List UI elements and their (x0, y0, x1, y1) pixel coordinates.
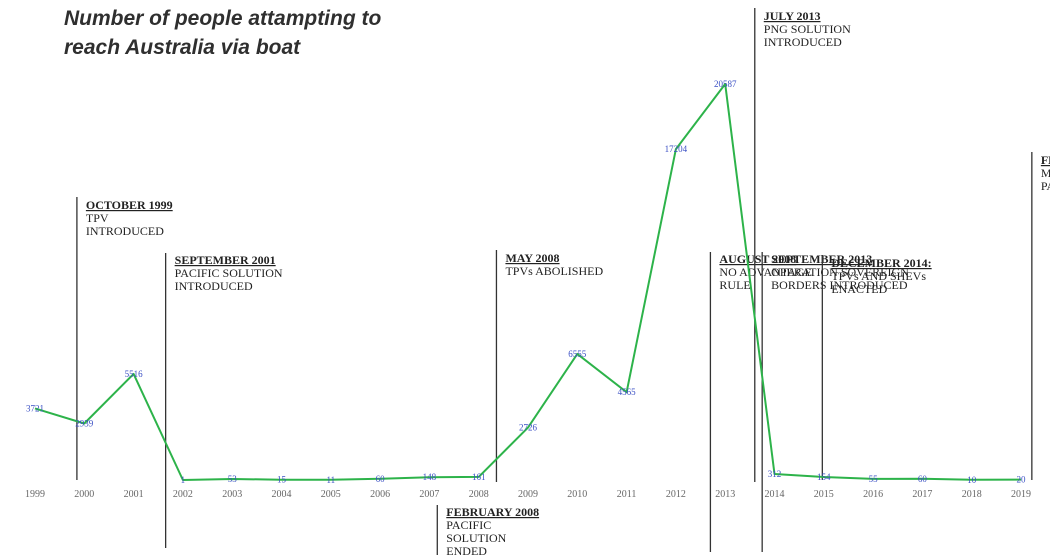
event-title: JULY 2013 (764, 9, 821, 23)
data-label: 20 (1017, 475, 1027, 485)
x-tick-label: 2011 (617, 489, 637, 500)
x-tick-label: 2000 (74, 489, 94, 500)
data-label: 53 (228, 474, 238, 484)
event-text: NO ADVANTAGE (719, 265, 811, 279)
event-text: TPVs AND SHEVs (831, 269, 926, 283)
data-label: 161 (472, 472, 486, 482)
x-tick-label: 2017 (912, 489, 932, 500)
event-title: FEBRUARY 2019 (1041, 153, 1050, 167)
event-text: BORDERS INTRODUCED (771, 278, 908, 292)
data-label: 3721 (26, 403, 44, 413)
x-axis-ticks: 1999 2000 2001 2002 2003 2004 2005 2006 2007 2008… (25, 489, 1031, 500)
event-title: OCTOBER 1999 (86, 198, 173, 212)
x-tick-label: 2003 (222, 489, 242, 500)
x-tick-label: 2008 (469, 489, 489, 500)
data-label: 20587 (714, 79, 737, 89)
x-tick-label: 1999 (25, 489, 45, 500)
x-tick-label: 2014 (765, 489, 785, 500)
x-tick-label: 2012 (666, 489, 686, 500)
event-text: ENDED (446, 544, 487, 558)
data-label: 2726 (519, 423, 538, 433)
data-label: 5516 (125, 369, 144, 379)
event-text: OPERATION SOVEREIGN (771, 265, 909, 279)
chart-title: Number of people attampting to reach Aus… (64, 7, 382, 59)
data-label: 312 (768, 469, 782, 479)
data-label: 148 (423, 472, 437, 482)
event-text: INTRODUCED (764, 35, 842, 49)
event-feb2019: FEBRUARY 2019MEDIVAC BILLPASSED (1031, 152, 1050, 480)
x-tick-label: 2001 (124, 489, 144, 500)
series-line (34, 83, 1022, 481)
event-text: PNG SOLUTION (764, 22, 851, 36)
event-text: PACIFIC SOLUTION (175, 266, 283, 280)
data-label: 1 (181, 475, 186, 485)
series-line-path (34, 83, 1022, 481)
event-text: INTRODUCED (86, 224, 164, 238)
data-label: 4565 (618, 387, 637, 397)
data-label: 11 (326, 475, 335, 485)
data-label: 55 (869, 474, 879, 484)
event-text: PASSED (1041, 179, 1050, 193)
data-label: 6555 (568, 349, 587, 359)
x-tick-label: 2019 (1011, 489, 1031, 500)
data-label: 60 (918, 474, 928, 484)
event-title: FEBRUARY 2008 (446, 505, 539, 519)
event-text: INTRODUCED (175, 279, 253, 293)
event-title: MAY 2008 (505, 251, 559, 265)
x-tick-label: 2005 (321, 489, 341, 500)
data-label: 2939 (75, 418, 94, 428)
x-tick-label: 2016 (863, 489, 883, 500)
data-label: 10 (967, 475, 977, 485)
data-label: 17204 (665, 144, 688, 154)
event-text: TPVs ABOLISHED (505, 264, 603, 278)
x-tick-label: 2013 (715, 489, 735, 500)
event-title: SEPTEMBER 2001 (175, 253, 276, 267)
event-title: AUGUST 2008 (719, 252, 796, 266)
x-tick-label: 2010 (567, 489, 587, 500)
data-label: 60 (376, 474, 386, 484)
x-tick-label: 2006 (370, 489, 390, 500)
event-text: MEDIVAC BILL (1041, 166, 1050, 180)
x-tick-label: 2002 (173, 489, 193, 500)
data-label: 154 (817, 472, 831, 482)
x-tick-label: 2018 (962, 489, 982, 500)
x-tick-label: 2015 (814, 489, 834, 500)
event-text: ENACTED (831, 282, 887, 296)
data-label: 15 (277, 475, 287, 485)
event-text: TPV (86, 211, 109, 225)
event-text: PACIFIC (446, 518, 491, 532)
event-text: SOLUTION (446, 531, 506, 545)
x-tick-label: 2007 (419, 489, 439, 500)
data-labels: 3721 2939 5516 1 53 15 11 60 148 161 2726 6555 4565 1… (26, 79, 1026, 485)
x-tick-label: 2009 (518, 489, 538, 500)
event-text: RULE (719, 278, 750, 292)
x-tick-label: 2004 (272, 489, 292, 500)
event-title: DECEMBER 2014: (831, 256, 931, 270)
